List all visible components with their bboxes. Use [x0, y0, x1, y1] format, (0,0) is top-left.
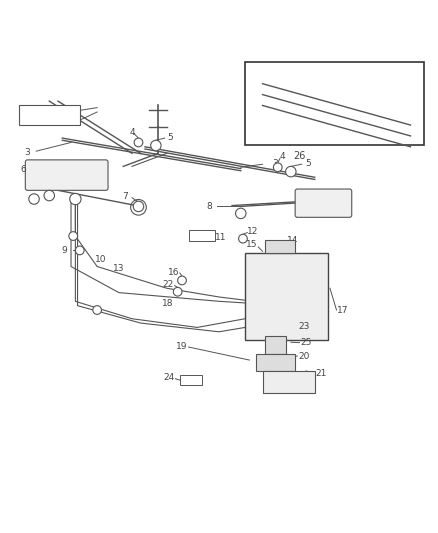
Text: 20: 20 [298, 352, 310, 361]
Text: 7: 7 [123, 192, 128, 201]
Text: 21: 21 [316, 369, 327, 378]
Bar [19, 106, 80, 125]
Text: 22: 22 [162, 280, 174, 289]
Bar [262, 371, 315, 393]
Circle shape [236, 208, 246, 219]
Circle shape [134, 138, 143, 147]
Bar [188, 230, 215, 241]
Text: 17: 17 [337, 306, 349, 316]
Circle shape [273, 163, 282, 172]
Text: 5: 5 [305, 159, 311, 168]
Circle shape [286, 166, 296, 177]
Circle shape [29, 194, 39, 204]
Text: 4: 4 [279, 152, 285, 161]
Text: 3: 3 [25, 148, 30, 157]
Text: 2: 2 [25, 116, 30, 125]
Bar [245, 62, 424, 144]
Circle shape [70, 193, 81, 205]
Text: 11: 11 [215, 233, 227, 242]
Text: 16: 16 [168, 268, 179, 277]
Text: 6: 6 [20, 165, 26, 174]
Text: 26: 26 [293, 150, 306, 160]
Text: 15: 15 [246, 240, 258, 249]
Circle shape [75, 246, 84, 255]
Text: 14: 14 [287, 236, 299, 245]
Circle shape [133, 201, 144, 212]
Circle shape [151, 140, 161, 151]
Text: 1: 1 [25, 106, 30, 115]
Circle shape [239, 235, 247, 243]
Text: 19: 19 [176, 342, 188, 351]
Text: 13: 13 [113, 264, 125, 273]
Circle shape [178, 276, 186, 285]
Text: 3: 3 [273, 159, 279, 168]
Text: 9: 9 [62, 246, 67, 255]
Text: 8: 8 [207, 202, 212, 211]
Bar [265, 240, 295, 254]
Circle shape [44, 190, 54, 201]
Bar [256, 353, 295, 371]
Circle shape [93, 305, 102, 314]
Circle shape [69, 232, 78, 240]
Bar [245, 254, 328, 341]
Text: 18: 18 [162, 299, 173, 308]
Text: 23: 23 [298, 322, 310, 331]
Text: 12: 12 [247, 227, 258, 236]
Text: 25: 25 [300, 338, 312, 347]
FancyBboxPatch shape [295, 189, 352, 217]
Bar [265, 336, 286, 353]
FancyBboxPatch shape [25, 160, 108, 190]
Text: 5: 5 [167, 133, 173, 142]
Text: 10: 10 [95, 255, 106, 264]
Text: 24: 24 [163, 374, 175, 382]
Circle shape [173, 287, 182, 296]
Bar [180, 375, 201, 385]
Text: 4: 4 [129, 128, 135, 137]
